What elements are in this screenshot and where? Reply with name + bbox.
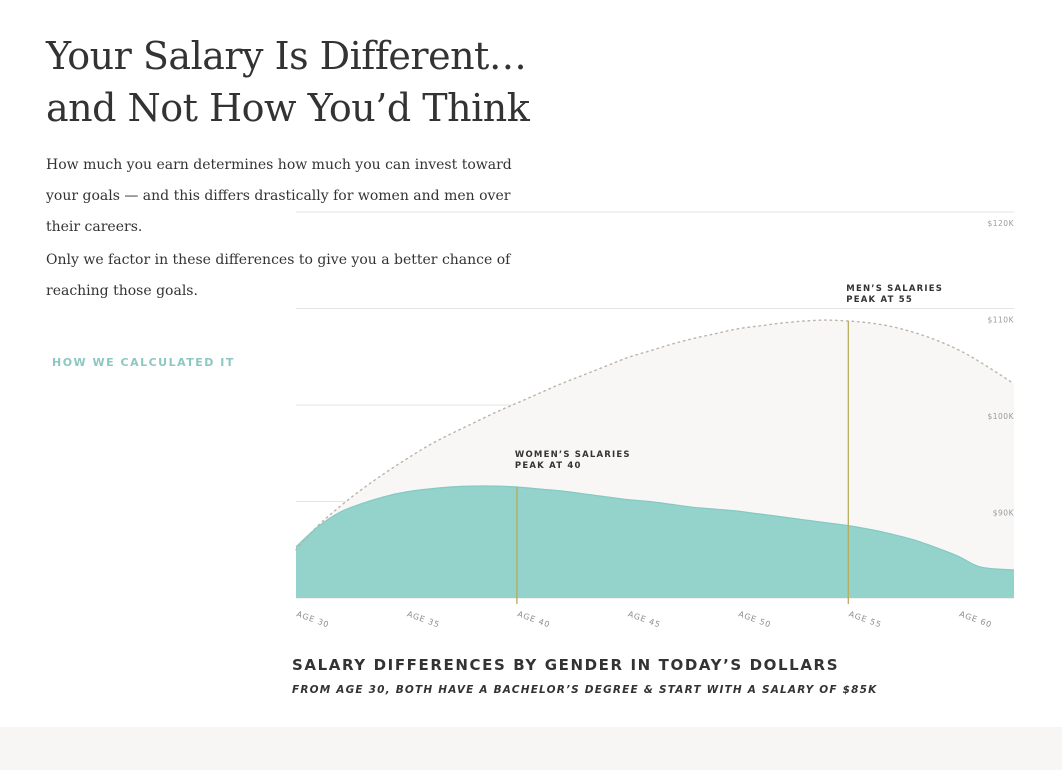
women-salary-line bbox=[295, 485, 1015, 571]
peak-annotation-line1: WOMEN’S SALARIES bbox=[515, 450, 631, 460]
intro-paragraph-1: How much you earn determines how much yo… bbox=[46, 157, 512, 235]
page-title: Your Salary Is Different… and Not How Yo… bbox=[46, 30, 530, 134]
x-tick-label: AGE 40 bbox=[516, 609, 551, 629]
y-tick-label: $120K bbox=[987, 219, 1014, 228]
x-tick-label: AGE 55 bbox=[848, 609, 883, 629]
peak-annotation-line1: MEN’S SALARIES bbox=[846, 284, 943, 294]
title-line-2: and Not How You’d Think bbox=[46, 86, 530, 130]
title-line-1: Your Salary Is Different… bbox=[46, 34, 527, 78]
peak-annotation-line2: PEAK AT 40 bbox=[515, 461, 582, 471]
x-tick-label: AGE 30 bbox=[295, 609, 330, 629]
how-we-calculated-link[interactable]: HOW WE CALCULATED IT bbox=[52, 356, 235, 369]
y-tick-label: $100K bbox=[987, 412, 1014, 421]
x-tick-label: AGE 45 bbox=[627, 609, 662, 629]
chart-subtitle: FROM AGE 30, BOTH HAVE A BACHELOR’S DEGR… bbox=[292, 684, 878, 696]
x-tick-label: AGE 35 bbox=[406, 609, 441, 629]
chart-title: SALARY DIFFERENCES BY GENDER IN TODAY’S … bbox=[292, 656, 840, 674]
intro-text: How much you earn determines how much yo… bbox=[46, 150, 546, 309]
y-tick-label: $90K bbox=[993, 509, 1015, 518]
footer-band bbox=[0, 727, 1062, 770]
y-tick-label: $110K bbox=[987, 316, 1014, 325]
peak-annotation-line2: PEAK AT 55 bbox=[846, 295, 913, 305]
women-salary-area bbox=[296, 485, 1014, 598]
men-salary-line bbox=[295, 319, 1015, 551]
intro-paragraph-2: Only we factor in these differences to g… bbox=[46, 252, 511, 299]
x-tick-label: AGE 60 bbox=[958, 609, 993, 629]
x-tick-label: AGE 50 bbox=[737, 609, 772, 629]
